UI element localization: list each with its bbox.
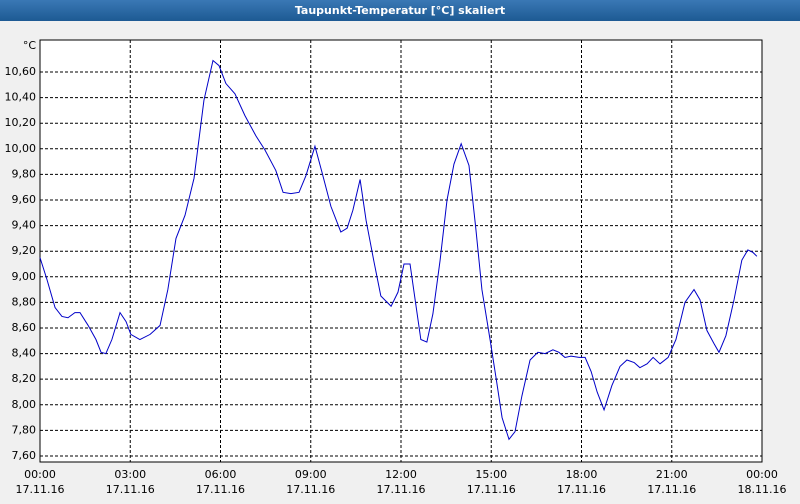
y-tick-label: 9,80 (12, 167, 37, 180)
y-tick-label: 9,00 (12, 270, 37, 283)
y-tick-label: 10,20 (5, 116, 37, 129)
y-tick-label: 7,60 (12, 449, 37, 462)
y-tick-label: 9,20 (12, 244, 37, 257)
data-line (39, 59, 758, 441)
x-tick-label: 12:00 (385, 468, 417, 481)
x-tick-label: 15:00 (475, 468, 507, 481)
y-tick-label: 10,60 (5, 65, 37, 78)
x-tick-date: 17.11.16 (377, 483, 426, 496)
x-tick-date: 17.11.16 (557, 483, 606, 496)
window-title: Taupunkt-Temperatur [°C] skaliert (295, 4, 505, 17)
x-tick-label: 00:00 (24, 468, 56, 481)
title-bar (0, 0, 800, 21)
x-tick-label: 03:00 (114, 468, 146, 481)
x-tick-date: 17.11.16 (467, 483, 516, 496)
y-tick-label: 8,20 (12, 372, 37, 385)
y-tick-label: 9,60 (12, 193, 37, 206)
x-tick-date: 18.11.16 (738, 483, 787, 496)
x-tick-label: 21:00 (656, 468, 688, 481)
x-tick-label: 06:00 (205, 468, 237, 481)
y-unit: °C (23, 39, 37, 52)
y-tick-label: 7,80 (12, 423, 37, 436)
x-tick-label: 18:00 (566, 468, 598, 481)
x-tick-date: 17.11.16 (286, 483, 335, 496)
y-tick-label: 9,40 (12, 219, 37, 232)
x-tick-label: 09:00 (295, 468, 327, 481)
x-tick-date: 17.11.16 (16, 483, 65, 496)
plot-border (39, 39, 763, 463)
y-tick-label: 8,40 (12, 347, 37, 360)
y-tick-label: 10,00 (5, 142, 37, 155)
x-tick-date: 17.11.16 (647, 483, 696, 496)
y-tick-label: 8,60 (12, 321, 37, 334)
y-tick-label: 10,40 (5, 91, 37, 104)
y-tick-label: 8,00 (12, 398, 37, 411)
x-tick-label: 00:00 (746, 468, 778, 481)
x-tick-date: 17.11.16 (196, 483, 245, 496)
y-tick-label: 8,80 (12, 295, 37, 308)
x-tick-date: 17.11.16 (106, 483, 155, 496)
